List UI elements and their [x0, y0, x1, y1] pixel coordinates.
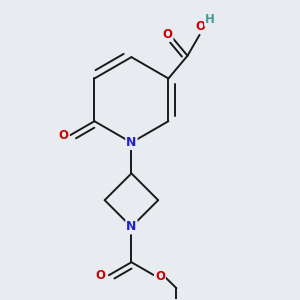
Text: N: N [126, 220, 136, 233]
Text: H: H [205, 13, 215, 26]
Text: O: O [96, 269, 106, 282]
Text: O: O [196, 20, 206, 33]
Text: N: N [126, 136, 136, 149]
Text: O: O [163, 28, 172, 41]
Text: O: O [58, 129, 69, 142]
Text: O: O [155, 270, 165, 283]
